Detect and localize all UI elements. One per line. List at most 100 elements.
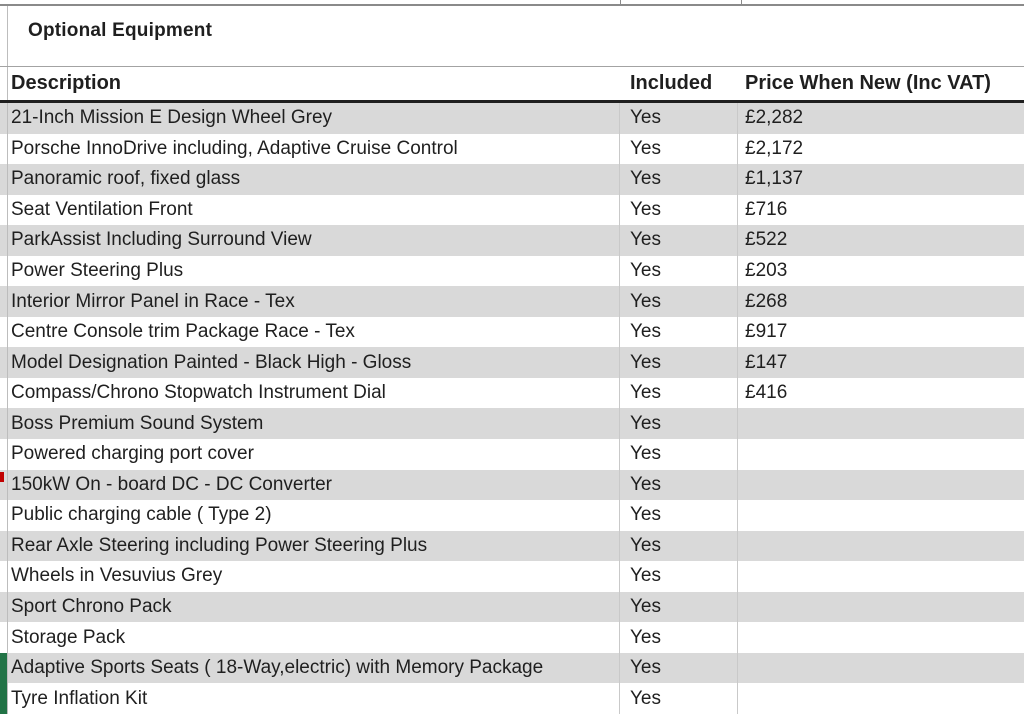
description-cell[interactable]: ParkAssist Including Surround View [8,225,620,256]
row-margin-cell[interactable] [0,316,8,348]
row-margin-cell[interactable] [0,133,8,165]
description-cell[interactable]: Power Steering Plus [8,255,620,287]
included-cell[interactable]: Yes [620,164,738,195]
row-margin-cell[interactable] [0,683,8,714]
included-cell[interactable]: Yes [620,286,738,317]
price-cell[interactable] [738,622,1024,653]
price-cell[interactable]: £203 [745,260,788,281]
included-cell[interactable]: Yes [620,469,738,501]
included-cell[interactable]: Yes [620,439,738,470]
row-margin-cell[interactable] [0,164,8,195]
price-cell[interactable] [738,439,1024,470]
row-margin-cell[interactable] [0,561,8,592]
row-margin-cell[interactable] [0,652,8,684]
column-header-description[interactable]: Description [11,72,122,94]
price-cell[interactable]: £716 [745,198,788,220]
row-margin-cell[interactable] [0,469,8,501]
price-cell[interactable] [738,653,1024,684]
description-cell[interactable]: Model Designation Painted - Black High -… [8,347,620,378]
row-margin-cell[interactable] [0,439,8,470]
included-cell[interactable]: Yes [620,225,738,256]
price-cell[interactable]: £522 [745,229,788,251]
description-cell[interactable]: Powered charging port cover [8,439,620,470]
description-cell[interactable]: Tyre Inflation Kit [8,683,620,714]
row-margin-cell[interactable] [0,591,8,623]
row-margin-cell[interactable] [0,622,8,653]
row-margin-cell[interactable] [0,255,8,287]
left-margin-cell[interactable] [0,6,8,66]
description-cell[interactable]: Panoramic roof, fixed glass [8,164,620,195]
price-cell[interactable]: £2,172 [745,137,804,159]
included-cell[interactable]: Yes [620,194,738,226]
price-cell[interactable] [738,561,1024,592]
price-cell[interactable]: £268 [745,290,788,312]
table-row: Seat Ventilation Front Yes £716 [0,194,1024,226]
row-margin-cell[interactable] [0,530,8,562]
price-cell[interactable]: £147 [745,351,788,373]
row-margin-cell[interactable] [0,225,8,256]
table-row: Porsche InnoDrive including, Adaptive Cr… [0,133,1024,165]
description-cell[interactable]: Rear Axle Steering including Power Steer… [8,530,620,562]
description-cell[interactable]: Boss Premium Sound System [8,408,620,440]
red-flag-marker [0,471,4,482]
included-cell[interactable]: Yes [620,377,738,409]
description-cell[interactable]: Centre Console trim Package Race - Tex [8,316,620,348]
included-cell[interactable]: Yes [620,316,738,348]
included-cell[interactable]: Yes [620,103,738,134]
table-row: 21-Inch Mission E Design Wheel Grey Yes … [0,103,1024,134]
description-cell[interactable]: Storage Pack [8,622,620,653]
column-header-price[interactable]: Price When New (Inc VAT) [745,72,991,94]
table-row: Powered charging port cover Yes [0,439,1024,470]
included-cell[interactable]: Yes [620,530,738,562]
included-cell[interactable]: Yes [620,561,738,592]
price-cell[interactable]: £917 [745,321,788,343]
page-title: Optional Equipment [28,20,213,41]
left-margin-cell[interactable] [0,67,8,100]
cropped-row-strip [0,0,1024,6]
description-cell[interactable]: Porsche InnoDrive including, Adaptive Cr… [8,133,620,165]
row-margin-cell[interactable] [0,377,8,409]
description-cell[interactable]: Adaptive Sports Seats ( 18-Way,electric)… [8,652,620,684]
included-cell[interactable]: Yes [620,622,738,653]
price-cell[interactable] [738,683,1024,714]
included-cell[interactable]: Yes [620,652,738,684]
row-margin-cell[interactable] [0,103,8,134]
included-cell[interactable]: Yes [620,408,738,440]
price-cell[interactable] [738,531,1024,562]
row-margin-cell[interactable] [0,194,8,226]
table-row: Centre Console trim Package Race - Tex Y… [0,316,1024,348]
price-cell[interactable] [738,408,1024,439]
table-row: Panoramic roof, fixed glass Yes £1,137 [0,164,1024,195]
row-margin-cell[interactable] [0,347,8,378]
description-cell[interactable]: 150kW On - board DC - DC Converter [8,469,620,501]
included-cell[interactable]: Yes [620,347,738,378]
description-cell[interactable]: Interior Mirror Panel in Race - Tex [8,286,620,317]
description-cell[interactable]: Sport Chrono Pack [8,591,620,623]
price-cell[interactable] [738,470,1024,501]
column-header-included[interactable]: Included [630,72,713,94]
price-cell[interactable]: £1,137 [745,168,804,190]
included-cell[interactable]: Yes [620,683,738,714]
included-cell[interactable]: Yes [620,591,738,623]
description-cell[interactable]: Wheels in Vesuvius Grey [8,561,620,592]
description-cell[interactable]: Seat Ventilation Front [8,194,620,226]
description-cell[interactable]: 21-Inch Mission E Design Wheel Grey [8,103,620,134]
included-cell[interactable]: Yes [620,133,738,165]
table-row: Interior Mirror Panel in Race - Tex Yes … [0,286,1024,317]
price-cell[interactable]: £2,282 [745,107,804,129]
price-cell[interactable] [738,592,1024,623]
included-cell[interactable]: Yes [620,500,738,531]
table-row: Adaptive Sports Seats ( 18-Way,electric)… [0,652,1024,684]
row-margin-cell[interactable] [0,286,8,317]
description-cell[interactable]: Compass/Chrono Stopwatch Instrument Dial [8,377,620,409]
price-cell[interactable]: £416 [745,382,788,404]
row-margin-cell[interactable] [0,408,8,440]
description-cell[interactable]: Public charging cable ( Type 2) [8,500,620,531]
column-gridline-tick [741,0,742,4]
table-row: Sport Chrono Pack Yes [0,591,1024,623]
table-row: Boss Premium Sound System Yes [0,408,1024,440]
included-cell[interactable]: Yes [620,255,738,287]
price-cell[interactable] [738,500,1024,531]
row-margin-cell[interactable] [0,500,8,531]
